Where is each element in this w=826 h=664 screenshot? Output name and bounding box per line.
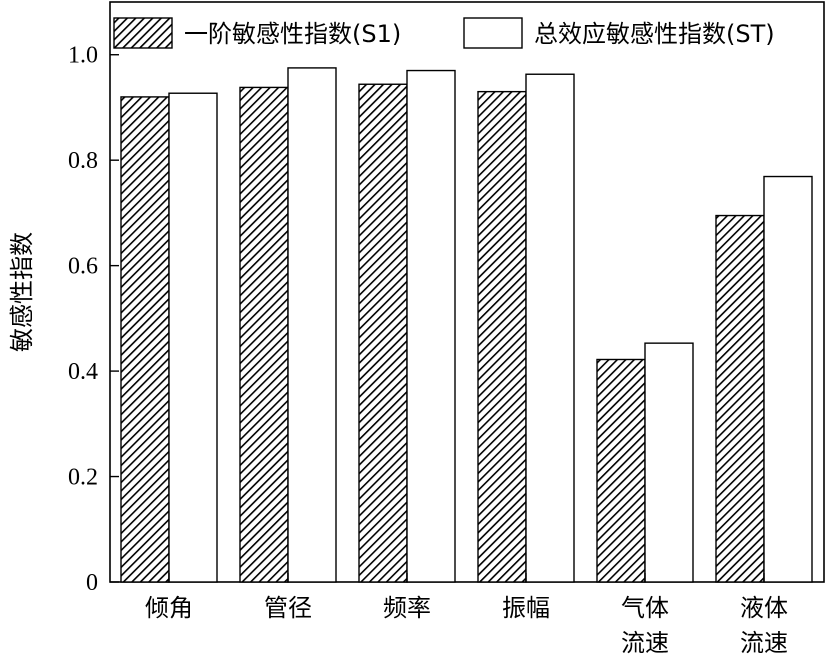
bar-s1 bbox=[596, 358, 646, 583]
bar-st bbox=[406, 69, 456, 583]
bar-st bbox=[763, 175, 813, 583]
bar-s1 bbox=[239, 86, 289, 583]
y-tick-label: 0.4 bbox=[68, 359, 98, 385]
x-category-label: 振幅 bbox=[502, 594, 550, 622]
bar-s1 bbox=[120, 96, 170, 583]
y-tick-label: 0.8 bbox=[68, 148, 98, 174]
bar-st bbox=[525, 73, 575, 583]
bar-s1 bbox=[358, 83, 408, 583]
bar-s1 bbox=[477, 90, 527, 583]
y-axis-title: 敏感性指数 bbox=[8, 232, 36, 352]
legend-swatch-s1 bbox=[113, 17, 173, 49]
plot-frame bbox=[109, 1, 825, 583]
legend-swatch-st bbox=[463, 17, 523, 49]
y-tick-label: 0.6 bbox=[68, 254, 98, 280]
x-category-label: 倾角 bbox=[145, 594, 193, 622]
x-category-label: 液体 bbox=[740, 594, 788, 622]
x-category-label: 气体 bbox=[621, 594, 669, 622]
bar-st bbox=[644, 342, 694, 583]
legend-label-s1: 一阶敏感性指数(S1) bbox=[184, 20, 401, 48]
y-tick-label: 0.2 bbox=[68, 465, 98, 491]
bar-s1 bbox=[715, 214, 765, 583]
x-category-label: 频率 bbox=[383, 594, 431, 622]
x-category-label: 管径 bbox=[264, 594, 312, 622]
bar-st bbox=[287, 67, 337, 583]
x-category-label: 流速 bbox=[621, 629, 669, 657]
legend-label-st: 总效应敏感性指数(ST) bbox=[534, 20, 775, 48]
x-category-label: 流速 bbox=[740, 629, 788, 657]
bar-st bbox=[168, 92, 218, 583]
y-tick-label: 1.0 bbox=[68, 43, 98, 69]
y-tick-label: 0 bbox=[86, 570, 98, 596]
